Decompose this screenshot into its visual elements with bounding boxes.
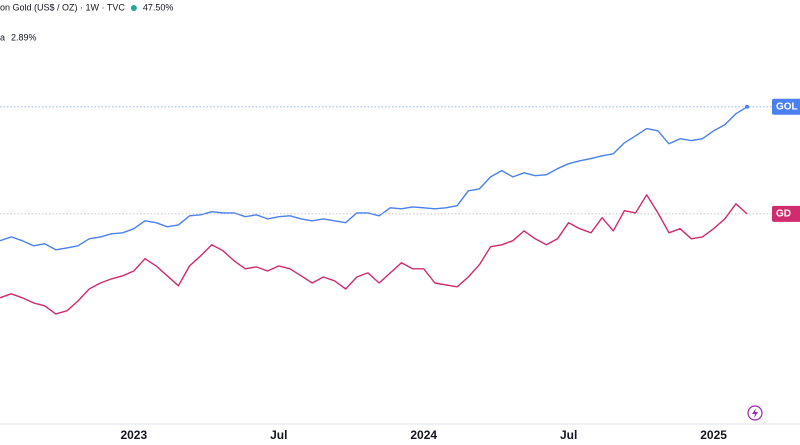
price-tag-label: GD: [776, 209, 791, 220]
legend-value: 2.89%: [11, 32, 37, 42]
price-tag: [772, 98, 800, 115]
status-dot: [130, 5, 137, 11]
icon-bolt: [752, 408, 758, 418]
series-line: [0, 194, 748, 315]
series-line: [0, 106, 748, 251]
x-tick-label: 2024: [410, 428, 437, 442]
x-tick-label: Jul: [270, 428, 287, 442]
legend-value: 47.50%: [143, 2, 174, 12]
price-tag-label: GOL: [776, 101, 798, 112]
x-tick-label: Jul: [560, 428, 577, 442]
price-tag: [772, 205, 800, 222]
last-point: [745, 104, 750, 109]
legend-name: a: [0, 32, 5, 42]
icon-ring: [747, 405, 763, 421]
x-tick-label: 2023: [120, 428, 147, 442]
x-tick-label: 2025: [700, 428, 727, 442]
lightning-icon[interactable]: [747, 405, 763, 421]
legend-name: on Gold (US$ / OZ) · 1W · TVC: [0, 2, 125, 12]
